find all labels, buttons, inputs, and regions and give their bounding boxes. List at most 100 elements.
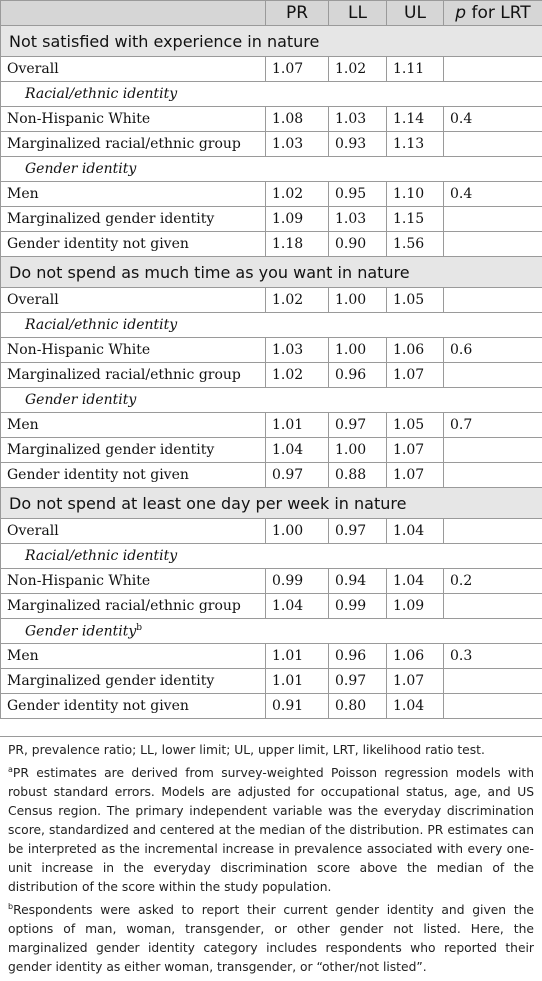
ul-value: 1.10 (386, 181, 444, 207)
section-header-row: Do not spend as much time as you want in… (0, 256, 542, 288)
ll-value: 0.97 (328, 668, 387, 694)
row-label: Overall (0, 287, 266, 313)
header-ul: UL (386, 0, 444, 26)
row-label: Overall (0, 518, 266, 544)
ul-value: 1.05 (386, 287, 444, 313)
pr-value: 1.08 (265, 106, 329, 132)
ll-value: 0.97 (328, 412, 387, 438)
row-label: Marginalized gender identity (0, 668, 266, 694)
table-row: Marginalized racial/ethnic group 1.04 0.99… (0, 593, 542, 619)
row-label: Marginalized racial/ethnic group (0, 362, 266, 388)
p-lrt-value: 0.6 (443, 337, 542, 363)
row-label: Gender identity not given (0, 693, 266, 719)
group-label: Gender identity (25, 161, 137, 177)
table-row: Marginalized racial/ethnic group 1.02 0.96… (0, 362, 542, 388)
table-body: Not satisfied with experience in nature O… (0, 25, 542, 719)
group-label-cell: Gender identity (0, 156, 542, 182)
section-title: Not satisfied with experience in nature (0, 25, 542, 57)
ul-value: 1.04 (386, 518, 444, 544)
table-row: Non-Hispanic White 1.03 1.00 1.06 0.6 (0, 337, 542, 363)
group-label-cell: Gender identity (0, 387, 542, 413)
pr-value: 0.91 (265, 693, 329, 719)
p-lrt-value: 0.4 (443, 181, 542, 207)
ll-value: 0.94 (328, 568, 387, 594)
pr-value: 1.01 (265, 668, 329, 694)
p-lrt-value (443, 437, 542, 463)
group-row-gender: Gender identityb (0, 618, 542, 644)
group-row-gender: Gender identity (0, 387, 542, 413)
ul-value: 1.09 (386, 593, 444, 619)
ll-value: 1.03 (328, 106, 387, 132)
row-label: Non-Hispanic White (0, 568, 266, 594)
p-lrt-value (443, 593, 542, 619)
row-label: Men (0, 181, 266, 207)
p-lrt-value: 0.7 (443, 412, 542, 438)
pr-value: 1.07 (265, 56, 329, 82)
pr-value: 1.04 (265, 593, 329, 619)
pr-value: 1.02 (265, 362, 329, 388)
p-lrt-value (443, 56, 542, 82)
ul-value: 1.07 (386, 668, 444, 694)
ll-value: 0.95 (328, 181, 387, 207)
group-label-cell: Racial/ethnic identity (0, 81, 542, 107)
table-row: Marginalized racial/ethnic group 1.03 0.93… (0, 131, 542, 157)
table-row-overall: Overall 1.07 1.02 1.11 (0, 56, 542, 82)
footnote-b: bRespondents were asked to report their … (8, 897, 534, 977)
table-header-row: PR LL UL p for LRT (0, 0, 542, 26)
row-label: Gender identity not given (0, 231, 266, 257)
row-label: Marginalized gender identity (0, 437, 266, 463)
section-title: Do not spend as much time as you want in… (0, 256, 542, 288)
table-row: Marginalized gender identity 1.04 1.00 1.07 (0, 437, 542, 463)
header-p-suffix: for LRT (466, 3, 531, 23)
group-row-race: Racial/ethnic identity (0, 543, 542, 569)
row-label: Overall (0, 56, 266, 82)
header-pr: PR (265, 0, 329, 26)
table-row: Men 1.01 0.96 1.06 0.3 (0, 643, 542, 669)
table-row: Gender identity not given 0.91 0.80 1.04 (0, 693, 542, 719)
table-row: Marginalized gender identity 1.09 1.03 1.15 (0, 206, 542, 232)
ul-value: 1.06 (386, 643, 444, 669)
header-p-italic: p (455, 3, 467, 23)
pr-value: 1.03 (265, 131, 329, 157)
pr-value: 1.03 (265, 337, 329, 363)
table-row: Non-Hispanic White 0.99 0.94 1.04 0.2 (0, 568, 542, 594)
ul-value: 1.06 (386, 337, 444, 363)
pr-value: 1.18 (265, 231, 329, 257)
ll-value: 1.02 (328, 56, 387, 82)
ll-value: 0.88 (328, 462, 387, 488)
group-row-gender: Gender identity (0, 156, 542, 182)
p-lrt-value (443, 518, 542, 544)
pr-value: 1.02 (265, 181, 329, 207)
section-title: Do not spend at least one day per week i… (0, 487, 542, 519)
ul-value: 1.11 (386, 56, 444, 82)
ll-value: 1.03 (328, 206, 387, 232)
table-row: Gender identity not given 0.97 0.88 1.07 (0, 462, 542, 488)
ll-value: 0.93 (328, 131, 387, 157)
ul-value: 1.07 (386, 462, 444, 488)
ul-value: 1.07 (386, 437, 444, 463)
table-row-overall: Overall 1.02 1.00 1.05 (0, 287, 542, 313)
table-row: Marginalized gender identity 1.01 0.97 1.07 (0, 668, 542, 694)
footnote-b-mark: b (8, 902, 14, 912)
footnote-abbreviations: PR, prevalence ratio; LL, lower limit; U… (8, 743, 485, 757)
results-table: PR LL UL p for LRT Not satisfied with ex… (0, 0, 542, 719)
p-lrt-value (443, 287, 542, 313)
p-lrt-value: 0.2 (443, 568, 542, 594)
ll-value: 0.97 (328, 518, 387, 544)
header-ll: LL (328, 0, 387, 26)
pr-value: 0.97 (265, 462, 329, 488)
p-lrt-value: 0.4 (443, 106, 542, 132)
table-row: Men 1.02 0.95 1.10 0.4 (0, 181, 542, 207)
ul-value: 1.04 (386, 693, 444, 719)
footnote-b-text: Respondents were asked to report their c… (8, 903, 534, 975)
ul-value: 1.56 (386, 231, 444, 257)
row-label: Men (0, 643, 266, 669)
ul-value: 1.14 (386, 106, 444, 132)
row-label: Marginalized racial/ethnic group (0, 131, 266, 157)
ll-value: 1.00 (328, 287, 387, 313)
group-label: Racial/ethnic identity (25, 86, 178, 102)
group-label-cell: Gender identityb (0, 618, 542, 644)
ul-value: 1.05 (386, 412, 444, 438)
pr-value: 1.04 (265, 437, 329, 463)
